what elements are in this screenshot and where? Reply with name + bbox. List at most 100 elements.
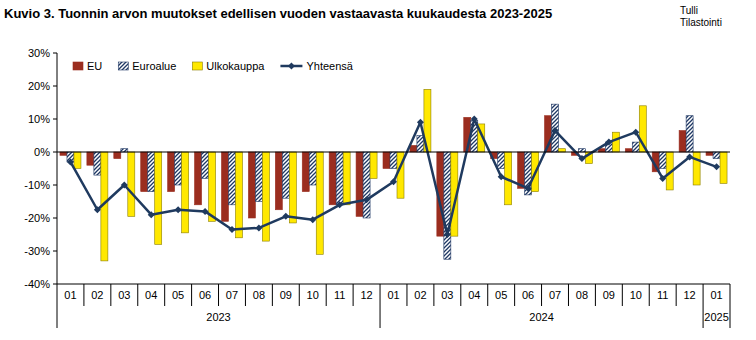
x-tick-label: 05 [172, 289, 184, 301]
y-tick-label: -30% [24, 245, 50, 257]
marker [578, 155, 585, 162]
x-tick [191, 284, 192, 306]
bar [370, 152, 377, 178]
y-tick-label: 20% [28, 80, 50, 92]
bar [518, 152, 525, 188]
x-tick-label: 03 [441, 289, 453, 301]
y-axis [57, 53, 58, 284]
y-tick-label: 10% [28, 113, 50, 125]
legend-label: Yhteensä [306, 60, 353, 72]
x-tick-label: 02 [91, 289, 103, 301]
x-tick-label: 01 [387, 289, 399, 301]
bar [282, 152, 289, 198]
marker [228, 226, 235, 233]
y-tick [53, 152, 57, 153]
x-tick-label: 06 [199, 289, 211, 301]
marker [363, 196, 370, 203]
x-tick-label: 06 [522, 289, 534, 301]
legend-swatch [192, 62, 202, 70]
x-tick [433, 284, 434, 306]
x-axis [57, 284, 730, 285]
marker [282, 213, 289, 220]
chart: Kuvio 3. Tuonnin arvon muutokset edellis… [0, 0, 756, 340]
x-tick [110, 284, 111, 306]
group-label: 2025 [704, 311, 728, 323]
bar [693, 152, 700, 185]
x-tick-label: 08 [253, 289, 265, 301]
x-tick-label: 03 [118, 289, 130, 301]
bar [168, 152, 175, 192]
x-tick [83, 284, 84, 306]
marker [498, 173, 505, 180]
bar [552, 104, 559, 152]
x-tick [487, 284, 488, 306]
x-tick [380, 284, 381, 306]
marker [525, 185, 532, 192]
x-tick [326, 284, 327, 306]
source: Tilastointi [680, 17, 722, 28]
bar [182, 152, 189, 233]
bar [175, 152, 182, 185]
x-tick-label: 04 [145, 289, 157, 301]
bar [302, 152, 309, 192]
bar [248, 152, 255, 218]
marks [60, 89, 727, 261]
y-tick-label: -20% [24, 212, 50, 224]
x-tick-label: 11 [657, 289, 668, 301]
y-tick [53, 86, 57, 87]
y-tick [53, 185, 57, 186]
x-tick [137, 284, 138, 306]
marker [632, 129, 639, 136]
y-tick [53, 218, 57, 219]
marker [552, 127, 559, 134]
x-tick-label: 07 [226, 289, 238, 301]
group-separator [730, 306, 731, 328]
bar [155, 152, 162, 244]
bar [720, 152, 727, 183]
group-separator [57, 306, 58, 328]
title: Kuvio 3. Tuonnin arvon muutokset edellis… [4, 6, 552, 21]
x-tick-label: 10 [307, 289, 319, 301]
bar [686, 116, 693, 152]
marker [202, 208, 209, 215]
bar [275, 152, 282, 210]
legend: EUEuroalueUlkokauppaYhteensä [73, 60, 354, 72]
bar [87, 152, 94, 165]
bar [202, 152, 209, 178]
bar [255, 152, 262, 202]
x-tick-label: 09 [603, 289, 615, 301]
legend-label: Euroalue [132, 60, 176, 72]
bar [390, 152, 397, 169]
bar [417, 136, 424, 153]
x-tick-label: 08 [576, 289, 588, 301]
bar [444, 152, 451, 259]
marker [659, 175, 666, 182]
marker [390, 178, 397, 185]
y-tick [53, 284, 57, 285]
group-label: 2023 [206, 311, 230, 323]
bar [316, 152, 323, 254]
x-tick-label: 12 [683, 289, 695, 301]
x-tick [353, 284, 354, 306]
bar [410, 145, 417, 152]
bar [679, 131, 686, 152]
x-tick-label: 04 [468, 289, 480, 301]
bar [235, 152, 242, 238]
marker [309, 216, 316, 223]
bar [498, 152, 505, 169]
marker [444, 231, 451, 238]
bar [363, 152, 370, 218]
bar [525, 152, 532, 195]
x-tick [595, 284, 596, 306]
y-tick [53, 53, 57, 54]
x-tick [703, 284, 704, 306]
x-tick-label: 12 [360, 289, 372, 301]
x-tick [730, 284, 731, 306]
x-tick [460, 284, 461, 306]
y-tick [53, 119, 57, 120]
x-tick-label: 10 [630, 289, 642, 301]
legend-label: Ulkokauppa [206, 60, 265, 72]
x-tick [622, 284, 623, 306]
y-tick [53, 251, 57, 252]
marker [713, 163, 720, 170]
